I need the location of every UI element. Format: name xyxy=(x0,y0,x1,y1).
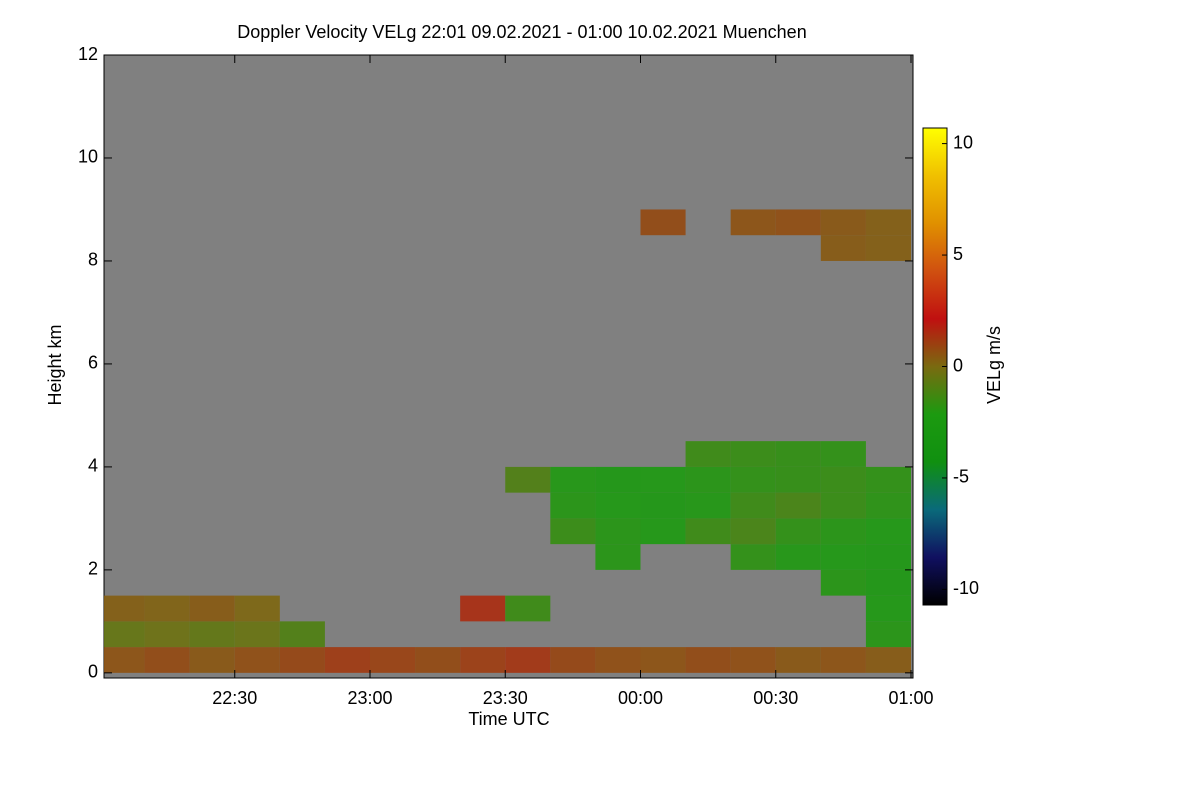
cell xyxy=(550,518,596,545)
cell xyxy=(640,209,686,236)
cell xyxy=(775,441,821,467)
cell xyxy=(865,492,911,519)
cell xyxy=(640,492,686,519)
cell xyxy=(640,647,686,673)
cell xyxy=(820,466,866,493)
cell xyxy=(865,466,911,493)
cell xyxy=(505,595,551,622)
cell xyxy=(820,441,866,467)
cell xyxy=(234,621,280,648)
cell xyxy=(505,647,551,673)
cell xyxy=(685,647,731,673)
cell xyxy=(775,544,821,570)
cell xyxy=(775,466,821,493)
cell xyxy=(189,621,235,648)
cell xyxy=(369,647,416,673)
cell xyxy=(730,544,776,570)
cell xyxy=(865,518,911,545)
cell xyxy=(144,595,190,622)
y-tick-label: 0 xyxy=(88,662,98,682)
cell xyxy=(865,647,911,673)
cell xyxy=(550,466,596,493)
y-tick-label: 8 xyxy=(88,250,98,270)
cell xyxy=(865,569,911,596)
cell xyxy=(234,595,280,622)
cell xyxy=(324,647,370,673)
cell xyxy=(820,209,866,236)
cell xyxy=(865,595,911,622)
cell xyxy=(595,466,641,493)
cell xyxy=(820,647,866,673)
y-tick-label: 4 xyxy=(88,456,98,476)
cell xyxy=(460,647,506,673)
x-axis-label: Time UTC xyxy=(468,709,549,729)
cell xyxy=(144,621,190,648)
cell xyxy=(730,647,776,673)
cell xyxy=(820,492,866,519)
cell xyxy=(820,235,866,261)
cell xyxy=(505,466,551,493)
cell xyxy=(595,492,641,519)
cell xyxy=(279,647,325,673)
cell xyxy=(415,647,461,673)
cell xyxy=(730,492,776,519)
x-tick-label: 22:30 xyxy=(212,688,257,708)
x-tick-label: 00:00 xyxy=(618,688,663,708)
cell xyxy=(189,595,235,622)
cell xyxy=(685,492,731,519)
cell xyxy=(595,647,641,673)
x-tick-label: 00:30 xyxy=(753,688,798,708)
y-tick-label: 2 xyxy=(88,559,98,579)
cell xyxy=(640,518,686,545)
cell xyxy=(144,647,190,673)
cell xyxy=(685,441,731,467)
cell xyxy=(685,518,731,545)
colorbar-tick-label: -10 xyxy=(953,578,979,598)
cell xyxy=(865,621,911,648)
cell xyxy=(550,647,596,673)
colorbar-tick-label: -5 xyxy=(953,467,969,487)
chart-title: Doppler Velocity VELg 22:01 09.02.2021 -… xyxy=(237,22,806,42)
y-tick-label: 12 xyxy=(78,44,98,64)
colorbar-label: VELg m/s xyxy=(984,326,1004,404)
x-tick-label: 23:00 xyxy=(347,688,392,708)
cell xyxy=(279,621,325,648)
cell xyxy=(730,518,776,545)
cell xyxy=(104,595,145,622)
y-tick-label: 6 xyxy=(88,353,98,373)
cell xyxy=(595,544,641,570)
cell xyxy=(550,492,596,519)
cell xyxy=(730,466,776,493)
cell xyxy=(820,518,866,545)
cell xyxy=(865,235,911,261)
plot-area xyxy=(103,54,914,679)
cell xyxy=(865,544,911,570)
cell xyxy=(189,647,235,673)
cell xyxy=(820,569,866,596)
cell xyxy=(730,209,776,236)
cell xyxy=(595,518,641,545)
cell xyxy=(104,647,145,673)
colorbar-tick-label: 0 xyxy=(953,355,963,375)
colorbar-tick-label: 5 xyxy=(953,244,963,264)
cell xyxy=(775,647,821,673)
x-tick-label: 01:00 xyxy=(888,688,933,708)
cell xyxy=(730,441,776,467)
y-axis-label: Height km xyxy=(45,324,65,405)
y-tick-label: 10 xyxy=(78,147,98,167)
cell xyxy=(685,466,731,493)
cell xyxy=(820,544,866,570)
colorbar-tick-label: 10 xyxy=(953,132,973,152)
cell xyxy=(865,209,911,236)
x-tick-label: 23:30 xyxy=(483,688,528,708)
cell xyxy=(775,209,821,236)
cell xyxy=(234,647,280,673)
cell xyxy=(775,492,821,519)
cell xyxy=(104,621,145,648)
cell xyxy=(640,466,686,493)
cell xyxy=(460,595,506,622)
cell xyxy=(775,518,821,545)
